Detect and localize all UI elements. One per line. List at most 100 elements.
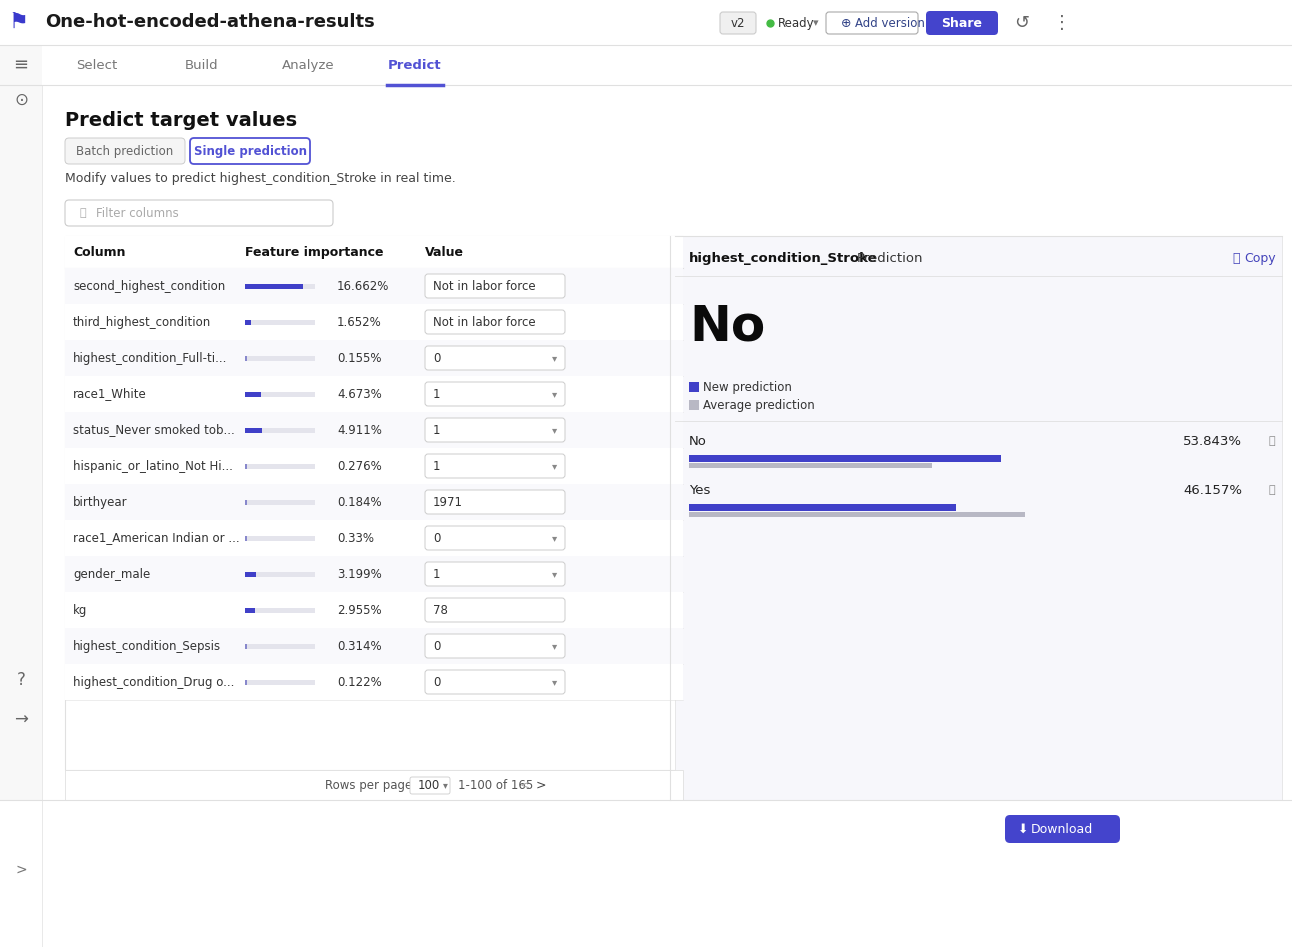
Text: Column: Column: [74, 245, 125, 259]
Text: 0.184%: 0.184%: [337, 495, 381, 509]
Text: ▾: ▾: [813, 18, 819, 28]
Text: ▾: ▾: [553, 389, 558, 399]
Text: 1: 1: [433, 387, 441, 401]
Text: second_highest_condition: second_highest_condition: [74, 279, 225, 293]
Text: 0: 0: [433, 639, 441, 652]
Bar: [65, 628, 683, 664]
Text: 53.843%: 53.843%: [1183, 435, 1242, 448]
Bar: [245, 427, 262, 433]
Text: 0: 0: [433, 531, 441, 545]
Text: 1: 1: [433, 567, 441, 581]
Bar: [689, 504, 956, 511]
Bar: [689, 400, 699, 410]
Text: hispanic_or_latino_Not Hi...: hispanic_or_latino_Not Hi...: [74, 459, 233, 473]
Bar: [0, 45, 43, 85]
Text: Select: Select: [76, 59, 118, 72]
Text: Share: Share: [942, 16, 982, 29]
FancyBboxPatch shape: [425, 346, 565, 370]
Bar: [65, 236, 683, 770]
Text: highest_condition_Sepsis: highest_condition_Sepsis: [74, 639, 221, 652]
Text: Predict: Predict: [388, 59, 442, 72]
Bar: [65, 770, 683, 800]
FancyBboxPatch shape: [425, 670, 565, 694]
Text: 1971: 1971: [433, 495, 463, 509]
Text: 1.652%: 1.652%: [337, 315, 381, 329]
Bar: [245, 535, 315, 541]
Text: One-hot-encoded-athena-results: One-hot-encoded-athena-results: [45, 13, 375, 31]
Text: ⊕: ⊕: [841, 16, 851, 29]
Text: Analyze: Analyze: [282, 59, 335, 72]
Text: highest_condition_Drug o...: highest_condition_Drug o...: [74, 675, 234, 688]
Text: 0.314%: 0.314%: [337, 639, 381, 652]
Text: gender_male: gender_male: [74, 567, 150, 581]
FancyBboxPatch shape: [425, 274, 565, 298]
Text: 4.673%: 4.673%: [337, 387, 381, 401]
Text: Rows per page:: Rows per page:: [326, 778, 416, 792]
Bar: [245, 463, 247, 469]
Text: Build: Build: [185, 59, 218, 72]
Text: highest_condition_Full-ti...: highest_condition_Full-ti...: [74, 351, 227, 365]
Text: 1-100 of 165: 1-100 of 165: [457, 778, 534, 792]
Bar: [245, 535, 247, 541]
Bar: [65, 448, 683, 484]
Text: 2.955%: 2.955%: [337, 603, 381, 616]
Text: Filter columns: Filter columns: [96, 206, 178, 220]
Bar: [0, 0, 1292, 45]
Text: ▾: ▾: [443, 780, 448, 790]
FancyBboxPatch shape: [720, 12, 756, 34]
Text: ⧉: ⧉: [1233, 252, 1239, 264]
Bar: [245, 607, 256, 613]
Text: <: <: [519, 778, 530, 792]
Text: 0: 0: [433, 351, 441, 365]
Text: ▾: ▾: [553, 677, 558, 687]
Text: ?: ?: [17, 671, 26, 689]
Text: Feature importance: Feature importance: [245, 245, 384, 259]
Bar: [65, 376, 683, 412]
Bar: [65, 664, 683, 700]
Bar: [65, 556, 683, 592]
Bar: [245, 571, 256, 577]
Bar: [689, 463, 933, 468]
Text: ⓘ: ⓘ: [1269, 436, 1275, 446]
Text: New prediction: New prediction: [703, 381, 792, 394]
Text: Single prediction: Single prediction: [194, 145, 306, 157]
Text: ▾: ▾: [553, 569, 558, 579]
Text: race1_White: race1_White: [74, 387, 147, 401]
Text: 1: 1: [433, 459, 441, 473]
Bar: [245, 283, 315, 289]
Text: Add version: Add version: [855, 16, 925, 29]
Bar: [245, 644, 315, 649]
Text: Copy: Copy: [1244, 252, 1275, 264]
Text: ⓘ: ⓘ: [1269, 485, 1275, 495]
Text: 0.33%: 0.33%: [337, 531, 373, 545]
FancyBboxPatch shape: [1005, 815, 1120, 843]
Text: Yes: Yes: [689, 484, 711, 496]
Text: highest_condition_Stroke: highest_condition_Stroke: [689, 252, 877, 264]
Text: birthyear: birthyear: [74, 495, 128, 509]
Text: Predict target values: Predict target values: [65, 111, 297, 130]
Bar: [245, 319, 251, 325]
Bar: [245, 499, 247, 505]
Text: ↺: ↺: [1014, 14, 1030, 32]
Text: 0.155%: 0.155%: [337, 351, 381, 365]
Text: ⋮: ⋮: [1053, 14, 1071, 32]
Text: 0.122%: 0.122%: [337, 675, 381, 688]
Text: 100: 100: [419, 778, 441, 792]
Bar: [245, 680, 247, 685]
Bar: [65, 484, 683, 520]
Text: Batch prediction: Batch prediction: [76, 145, 173, 157]
Text: ▾: ▾: [553, 425, 558, 435]
Text: 78: 78: [433, 603, 448, 616]
Bar: [65, 340, 683, 376]
Text: >: >: [16, 863, 27, 877]
Text: ▾: ▾: [553, 353, 558, 363]
Bar: [0, 800, 1292, 947]
Bar: [245, 355, 315, 361]
Text: 🔍: 🔍: [80, 208, 87, 218]
Bar: [65, 412, 683, 448]
FancyBboxPatch shape: [65, 138, 185, 164]
Text: 0: 0: [433, 675, 441, 688]
Bar: [65, 520, 683, 556]
Bar: [245, 680, 315, 685]
Bar: [245, 644, 247, 649]
